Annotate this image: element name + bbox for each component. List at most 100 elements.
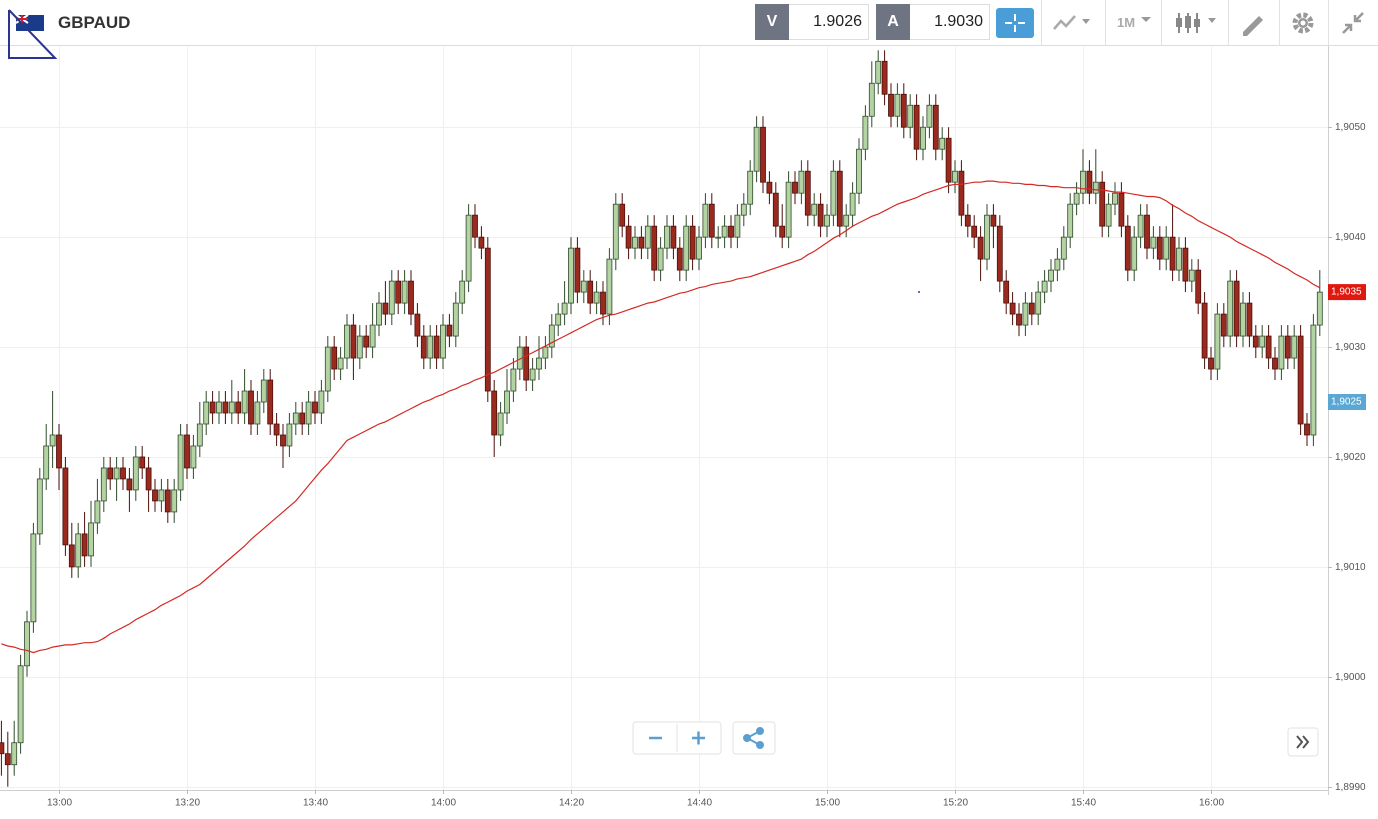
candle-down	[139, 456, 146, 469]
candle-down	[152, 489, 158, 502]
candle-up	[1214, 313, 1221, 370]
candle-down	[523, 346, 530, 381]
x-tick-label: 16:00	[1199, 798, 1224, 809]
candle-up	[657, 247, 664, 271]
candle-down	[331, 346, 338, 370]
candle-up	[1054, 258, 1061, 271]
candle-up	[36, 478, 43, 535]
candle-up	[1316, 291, 1323, 326]
candle-up	[113, 467, 120, 480]
candle-down	[414, 313, 421, 337]
candle-down	[600, 291, 606, 315]
collapse-button[interactable]	[1340, 10, 1366, 36]
candle-down	[267, 379, 274, 425]
bid-label[interactable]: V	[755, 4, 789, 40]
candle-down	[888, 93, 894, 117]
candle-down	[932, 104, 939, 150]
candle-down	[209, 401, 216, 414]
timeframe[interactable]: 1M	[1117, 15, 1136, 30]
plot	[0, 50, 1323, 787]
candle-down	[1220, 313, 1227, 337]
candle-up	[177, 434, 184, 491]
ask-label[interactable]: A	[876, 4, 910, 40]
candle-up	[1112, 192, 1118, 205]
indicators-button[interactable]	[1052, 13, 1098, 33]
toolbar: GBPAUD V 1.9026 A 1.9030 1M	[0, 0, 1378, 59]
candle-down	[446, 324, 453, 337]
candle-down	[945, 137, 952, 183]
candle-up	[1080, 170, 1086, 194]
candle-down	[964, 214, 971, 227]
candle-down	[1003, 280, 1010, 304]
candle-up	[702, 203, 709, 238]
candle-up	[43, 445, 50, 480]
candle-up	[1105, 203, 1112, 227]
candle-up	[100, 467, 107, 502]
candle-up	[190, 445, 197, 469]
candle-down	[478, 236, 485, 249]
y-tick-label: 1,9050	[1335, 122, 1366, 133]
cursor-dot	[918, 291, 920, 293]
candle-up	[24, 621, 30, 667]
candle-down	[760, 126, 766, 183]
draw-button[interactable]	[1240, 10, 1266, 36]
candle-up	[580, 280, 587, 293]
candle-up	[926, 104, 933, 128]
candle-down	[120, 467, 126, 480]
candle-up	[17, 665, 24, 744]
candle-up	[1240, 302, 1246, 337]
candle-down	[395, 280, 402, 304]
candle-up	[504, 390, 510, 414]
candle-down	[1252, 335, 1259, 348]
x-tick-label: 13:20	[175, 798, 200, 809]
candle-up	[721, 225, 728, 238]
candle-down	[248, 390, 254, 425]
ask-price[interactable]: 1.9030	[910, 4, 990, 40]
candle-down	[433, 335, 440, 359]
candle-up	[228, 401, 235, 414]
bid-price[interactable]: 1.9026	[789, 4, 869, 40]
candle-down	[670, 225, 677, 249]
candle-up	[542, 346, 549, 359]
candle-down	[1233, 280, 1240, 337]
candle-down	[958, 170, 965, 216]
share-button[interactable]	[732, 721, 776, 755]
candle-down	[1144, 214, 1150, 249]
y-tick-label: 1,9030	[1335, 342, 1366, 353]
candle-up	[459, 280, 466, 304]
candle-down	[484, 247, 491, 392]
candle-down	[1304, 423, 1310, 436]
candle-up	[632, 236, 638, 249]
crosshair-button[interactable]	[996, 8, 1034, 38]
candle-up	[593, 291, 600, 304]
candle-down	[107, 467, 114, 480]
candle-up	[984, 214, 990, 260]
chart-type-button[interactable]	[1174, 10, 1222, 36]
candle-down	[708, 203, 715, 238]
candle-up	[171, 489, 178, 513]
candle-down	[651, 225, 658, 271]
candle-up	[30, 533, 37, 623]
candle-up	[555, 313, 562, 326]
candle-up	[286, 423, 293, 447]
candle-up	[798, 170, 805, 194]
candle-up	[875, 60, 882, 84]
y-tick-label: 1,9010	[1335, 562, 1366, 573]
candle-down	[1086, 170, 1093, 194]
scroll-icon	[1296, 735, 1310, 749]
candle-up	[734, 214, 741, 238]
zoom-in[interactable]	[692, 731, 705, 745]
x-tick-label: 14:40	[687, 798, 712, 809]
candle-down	[676, 247, 683, 271]
candle-down	[638, 236, 645, 249]
candle-up	[1310, 324, 1317, 436]
candle-up	[862, 115, 869, 150]
candle-up	[75, 533, 82, 568]
candle-down	[68, 544, 75, 568]
candle-down	[312, 401, 318, 414]
candle-down	[913, 104, 920, 150]
moving-average	[1, 180, 1321, 654]
settings-button[interactable]	[1290, 10, 1316, 36]
candle-up	[1067, 203, 1074, 238]
zoom-controls	[632, 721, 1319, 757]
